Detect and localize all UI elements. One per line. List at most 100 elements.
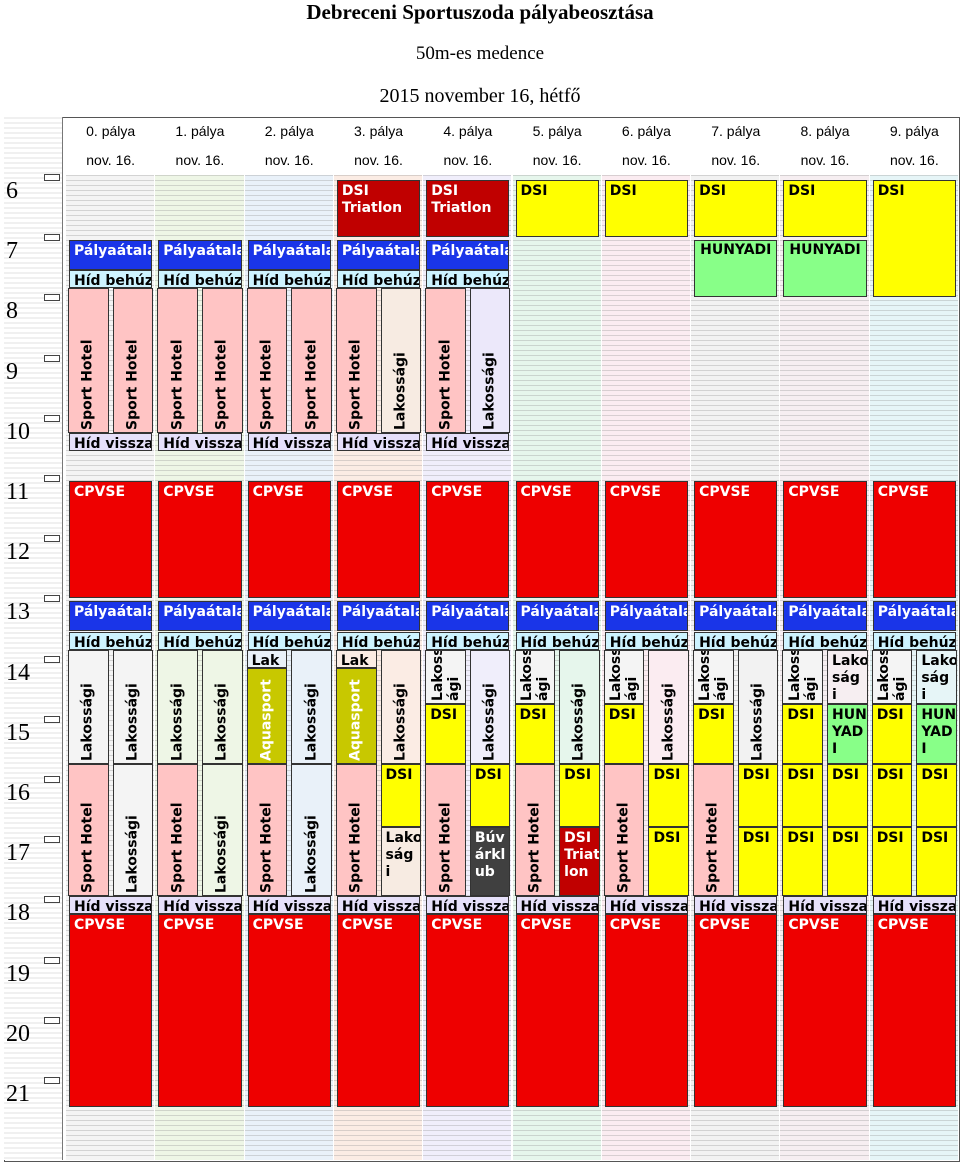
booking-block[interactable]: Híd vissza bbox=[694, 896, 778, 915]
booking-block[interactable]: CPVSE bbox=[158, 914, 242, 1108]
booking-block[interactable]: Sport Hotel bbox=[68, 763, 109, 897]
booking-block[interactable]: Lakossági bbox=[201, 763, 243, 897]
booking-block[interactable]: Pályaátala bbox=[426, 240, 510, 271]
booking-block[interactable]: DSI bbox=[783, 180, 867, 238]
booking-block[interactable]: Lakossági bbox=[291, 649, 332, 764]
booking-block[interactable]: Lakossági bbox=[112, 649, 154, 764]
booking-block[interactable]: Sport Hotel bbox=[246, 763, 288, 897]
booking-block[interactable]: Lakossági bbox=[201, 649, 243, 764]
booking-block[interactable]: Pályaátala bbox=[604, 601, 689, 632]
booking-block[interactable]: Lako ság i bbox=[380, 827, 422, 897]
booking-block[interactable]: DSI bbox=[782, 703, 824, 764]
booking-block[interactable]: Híd vissza bbox=[515, 896, 599, 915]
booking-block[interactable]: Lakoss ági bbox=[514, 649, 556, 704]
booking-block[interactable]: Sport Hotel bbox=[335, 288, 377, 433]
booking-block[interactable]: DSI bbox=[827, 763, 868, 828]
booking-block[interactable]: DSI bbox=[871, 827, 913, 897]
booking-block[interactable]: Híd vissza bbox=[783, 896, 867, 915]
booking-block[interactable]: Lakoss ági bbox=[782, 649, 824, 704]
booking-block[interactable]: Sport Hotel bbox=[201, 288, 243, 433]
booking-block[interactable]: Híd vissza bbox=[69, 896, 153, 915]
booking-block[interactable]: Lakossági bbox=[380, 649, 422, 764]
booking-block[interactable]: DSI bbox=[648, 763, 690, 828]
booking-block[interactable]: DSI bbox=[514, 703, 556, 764]
booking-block[interactable]: HUN YAD I bbox=[916, 703, 957, 764]
booking-block[interactable]: Híd behúz bbox=[426, 270, 510, 289]
booking-block[interactable]: Sport Hotel bbox=[335, 763, 377, 897]
booking-block[interactable]: CPVSE bbox=[604, 481, 689, 599]
booking-block[interactable]: Híd vissza bbox=[872, 896, 956, 915]
booking-block[interactable]: Pályaátala bbox=[158, 240, 242, 271]
booking-block[interactable]: CPVSE bbox=[69, 914, 153, 1108]
booking-block[interactable]: Sport Hotel bbox=[514, 763, 556, 897]
booking-block[interactable]: Híd behúz bbox=[247, 270, 331, 289]
booking-block[interactable]: Pályaátala bbox=[247, 240, 331, 271]
booking-block[interactable]: DSI bbox=[694, 180, 778, 238]
booking-block[interactable]: Híd behúz bbox=[872, 631, 956, 650]
booking-block[interactable]: DSI bbox=[425, 703, 466, 764]
booking-block[interactable]: Pályaátala bbox=[69, 240, 153, 271]
booking-block[interactable]: CPVSE bbox=[69, 481, 153, 599]
booking-block[interactable]: CPVSE bbox=[426, 914, 510, 1108]
booking-block[interactable]: Sport Hotel bbox=[112, 288, 154, 433]
booking-block[interactable]: DSI Triat lon bbox=[559, 827, 600, 897]
booking-block[interactable]: Híd behúz bbox=[158, 270, 242, 289]
booking-block[interactable]: Pályaátala bbox=[426, 601, 510, 632]
booking-block[interactable]: DSI bbox=[693, 703, 734, 764]
booking-block[interactable]: Híd behúz bbox=[515, 631, 599, 650]
booking-block[interactable]: HUN YAD I bbox=[827, 703, 868, 764]
booking-block[interactable]: Híd behúz bbox=[336, 270, 421, 289]
booking-block[interactable]: Sport Hotel bbox=[291, 288, 332, 433]
booking-block[interactable]: Pályaátala bbox=[515, 601, 599, 632]
booking-block[interactable]: Híd vissza bbox=[247, 432, 331, 451]
booking-block[interactable]: DSI Triatlon bbox=[426, 180, 510, 238]
booking-block[interactable]: Lakossági bbox=[68, 649, 109, 764]
booking-block[interactable]: CPVSE bbox=[515, 914, 599, 1108]
booking-block[interactable]: Híd vissza bbox=[336, 896, 421, 915]
booking-block[interactable]: Lakossági bbox=[380, 288, 422, 433]
booking-block[interactable]: DSI bbox=[916, 763, 957, 828]
booking-block[interactable]: Lakossági bbox=[648, 649, 690, 764]
booking-block[interactable]: Pályaátala bbox=[69, 601, 153, 632]
booking-block[interactable]: Lakossági bbox=[559, 649, 600, 764]
booking-block[interactable]: DSI bbox=[380, 763, 422, 828]
booking-block[interactable]: HUNYADI bbox=[783, 240, 867, 298]
booking-block[interactable]: DSI Triatlon bbox=[336, 180, 421, 238]
booking-block[interactable]: Híd behúz bbox=[694, 631, 778, 650]
booking-block[interactable]: DSI bbox=[782, 827, 824, 897]
booking-block[interactable]: DSI bbox=[827, 827, 868, 897]
booking-block[interactable]: Sport Hotel bbox=[157, 763, 198, 897]
booking-block[interactable]: Búv árkl ub bbox=[469, 827, 511, 897]
booking-block[interactable]: DSI bbox=[916, 827, 957, 897]
booking-block[interactable]: DSI bbox=[871, 703, 913, 764]
booking-block[interactable]: CPVSE bbox=[783, 481, 867, 599]
booking-block[interactable]: Sport Hotel bbox=[425, 763, 466, 897]
booking-block[interactable]: Híd behúz bbox=[158, 631, 242, 650]
booking-block[interactable]: CPVSE bbox=[872, 914, 956, 1108]
booking-block[interactable]: Lakossági bbox=[737, 649, 779, 764]
booking-block[interactable]: Lako ság i bbox=[827, 649, 868, 704]
booking-block[interactable]: DSI bbox=[648, 827, 690, 897]
booking-block[interactable]: Híd vissza bbox=[604, 896, 689, 915]
booking-block[interactable]: Aquasport bbox=[246, 667, 288, 764]
booking-block[interactable]: Sport Hotel bbox=[68, 288, 109, 433]
booking-block[interactable]: CPVSE bbox=[872, 481, 956, 599]
booking-block[interactable]: DSI bbox=[737, 763, 779, 828]
booking-block[interactable]: CPVSE bbox=[247, 481, 331, 599]
booking-block[interactable]: Lak bbox=[246, 649, 288, 668]
booking-block[interactable]: Sport Hotel bbox=[603, 763, 645, 897]
booking-block[interactable]: Pályaátala bbox=[783, 601, 867, 632]
booking-block[interactable]: Sport Hotel bbox=[425, 288, 466, 433]
booking-block[interactable]: Pályaátala bbox=[872, 601, 956, 632]
booking-block[interactable]: CPVSE bbox=[604, 914, 689, 1108]
booking-block[interactable]: CPVSE bbox=[426, 481, 510, 599]
booking-block[interactable]: DSI bbox=[469, 763, 511, 828]
booking-block[interactable]: Híd vissza bbox=[247, 896, 331, 915]
booking-block[interactable]: DSI bbox=[872, 180, 956, 298]
booking-block[interactable]: Lakoss ági bbox=[425, 649, 466, 704]
booking-block[interactable]: Lakossági bbox=[157, 649, 198, 764]
booking-block[interactable]: Híd behúz bbox=[247, 631, 331, 650]
booking-block[interactable]: Sport Hotel bbox=[157, 288, 198, 433]
booking-block[interactable]: Híd vissza bbox=[69, 432, 153, 451]
booking-block[interactable]: DSI bbox=[737, 827, 779, 897]
